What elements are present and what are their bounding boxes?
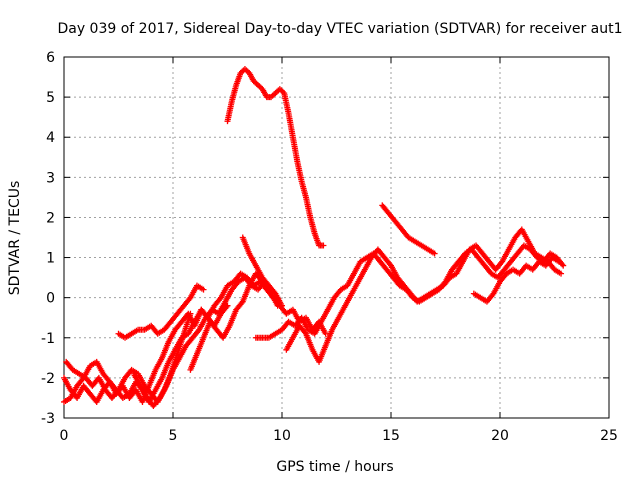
grid (64, 57, 609, 418)
y-tick-label: 3 (46, 170, 55, 186)
y-tick-label: -3 (41, 411, 55, 427)
y-tick-label: 2 (46, 210, 55, 226)
data-point (114, 388, 121, 395)
series-track-e (130, 274, 281, 409)
chart-title: Day 039 of 2017, Sidereal Day-to-day VTE… (57, 21, 622, 37)
data-point (155, 396, 162, 403)
series-track-k (379, 202, 438, 257)
data-point (301, 329, 308, 336)
data-point (560, 262, 567, 269)
axis-ticks: 0 5 10 15 20 25 -3 -2 -1 0 1 2 3 4 5 6 (41, 50, 618, 444)
data-point (238, 300, 245, 307)
x-tick-label: 5 (169, 428, 178, 444)
x-tick-label: 10 (273, 428, 291, 444)
data-point (431, 250, 438, 257)
y-tick-label: 5 (46, 90, 55, 106)
y-tick-label: 4 (46, 130, 55, 146)
y-axis-label: SDTVAR / TECUs (7, 181, 23, 296)
x-tick-label: 20 (491, 428, 509, 444)
data-point (279, 302, 285, 309)
y-tick-label: 0 (46, 291, 55, 307)
series-track-d (115, 282, 207, 341)
y-tick-label: 1 (46, 251, 55, 267)
x-tick-label: 25 (600, 428, 618, 444)
series-track-i (252, 242, 567, 341)
data-point (555, 258, 562, 265)
series-track-j (283, 226, 565, 365)
data-point (558, 270, 565, 277)
x-tick-label: 15 (382, 428, 400, 444)
series-track-h (239, 234, 285, 309)
data-point (216, 296, 223, 303)
data-point (271, 289, 278, 296)
plot-frame (63, 56, 610, 419)
series-track-f (187, 270, 266, 373)
data-point (200, 286, 207, 293)
data-point (498, 259, 505, 266)
series-track-g (224, 66, 327, 249)
series-track-l (470, 254, 562, 305)
data-point (186, 296, 193, 303)
x-axis-label: GPS time / hours (276, 459, 393, 475)
y-tick-label: -2 (41, 371, 55, 387)
data-point (386, 261, 393, 268)
y-tick-label: -1 (41, 331, 55, 347)
data-point (489, 291, 496, 298)
data-point (559, 261, 566, 268)
data-point (320, 242, 327, 249)
x-tick-label: 0 (60, 428, 69, 444)
y-tick-label: 6 (46, 50, 55, 66)
data-point (187, 310, 194, 317)
data-points (61, 66, 567, 409)
data-point (195, 328, 202, 335)
data-point (322, 330, 329, 337)
